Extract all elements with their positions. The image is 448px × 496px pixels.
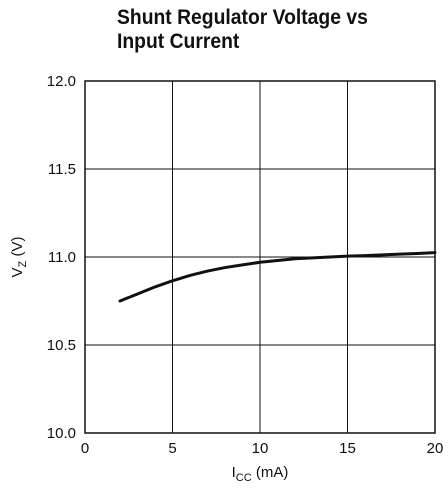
x-axis-label-main: I [232,464,236,481]
y-tick-label: 11.0 [48,249,76,266]
x-tick-label: 10 [252,440,269,457]
x-tick-label: 0 [81,440,89,457]
y-axis-label: VZ (V) [9,237,29,278]
x-axis-label-sub: CC [236,472,252,484]
x-tick-labels: 0 5 10 15 20 [81,440,444,457]
x-axis-label: ICC (mA) [232,464,289,484]
y-axis-label-main: V [9,267,26,277]
y-tick-label: 11.5 [48,161,76,178]
y-axis-label-unit: (V) [9,237,26,261]
x-tick-label: 20 [427,440,444,457]
x-tick-label: 5 [168,440,176,457]
series [118,251,437,303]
y-tick-labels: 10.0 10.5 11.0 11.5 12.0 [47,73,76,442]
x-tick-label: 15 [339,440,356,457]
y-tick-label: 10.5 [47,337,76,354]
y-tick-label: 12.0 [47,73,76,90]
y-axis-label-sub: Z [17,260,29,267]
y-tick-label: 10.0 [47,425,76,442]
grid [85,81,435,433]
plot-frame [84,80,436,434]
series-line-0 [118,251,437,303]
chart-title: Shunt Regulator Voltage vs Input Current [117,6,368,53]
x-axis-label-unit: (mA) [252,464,289,481]
